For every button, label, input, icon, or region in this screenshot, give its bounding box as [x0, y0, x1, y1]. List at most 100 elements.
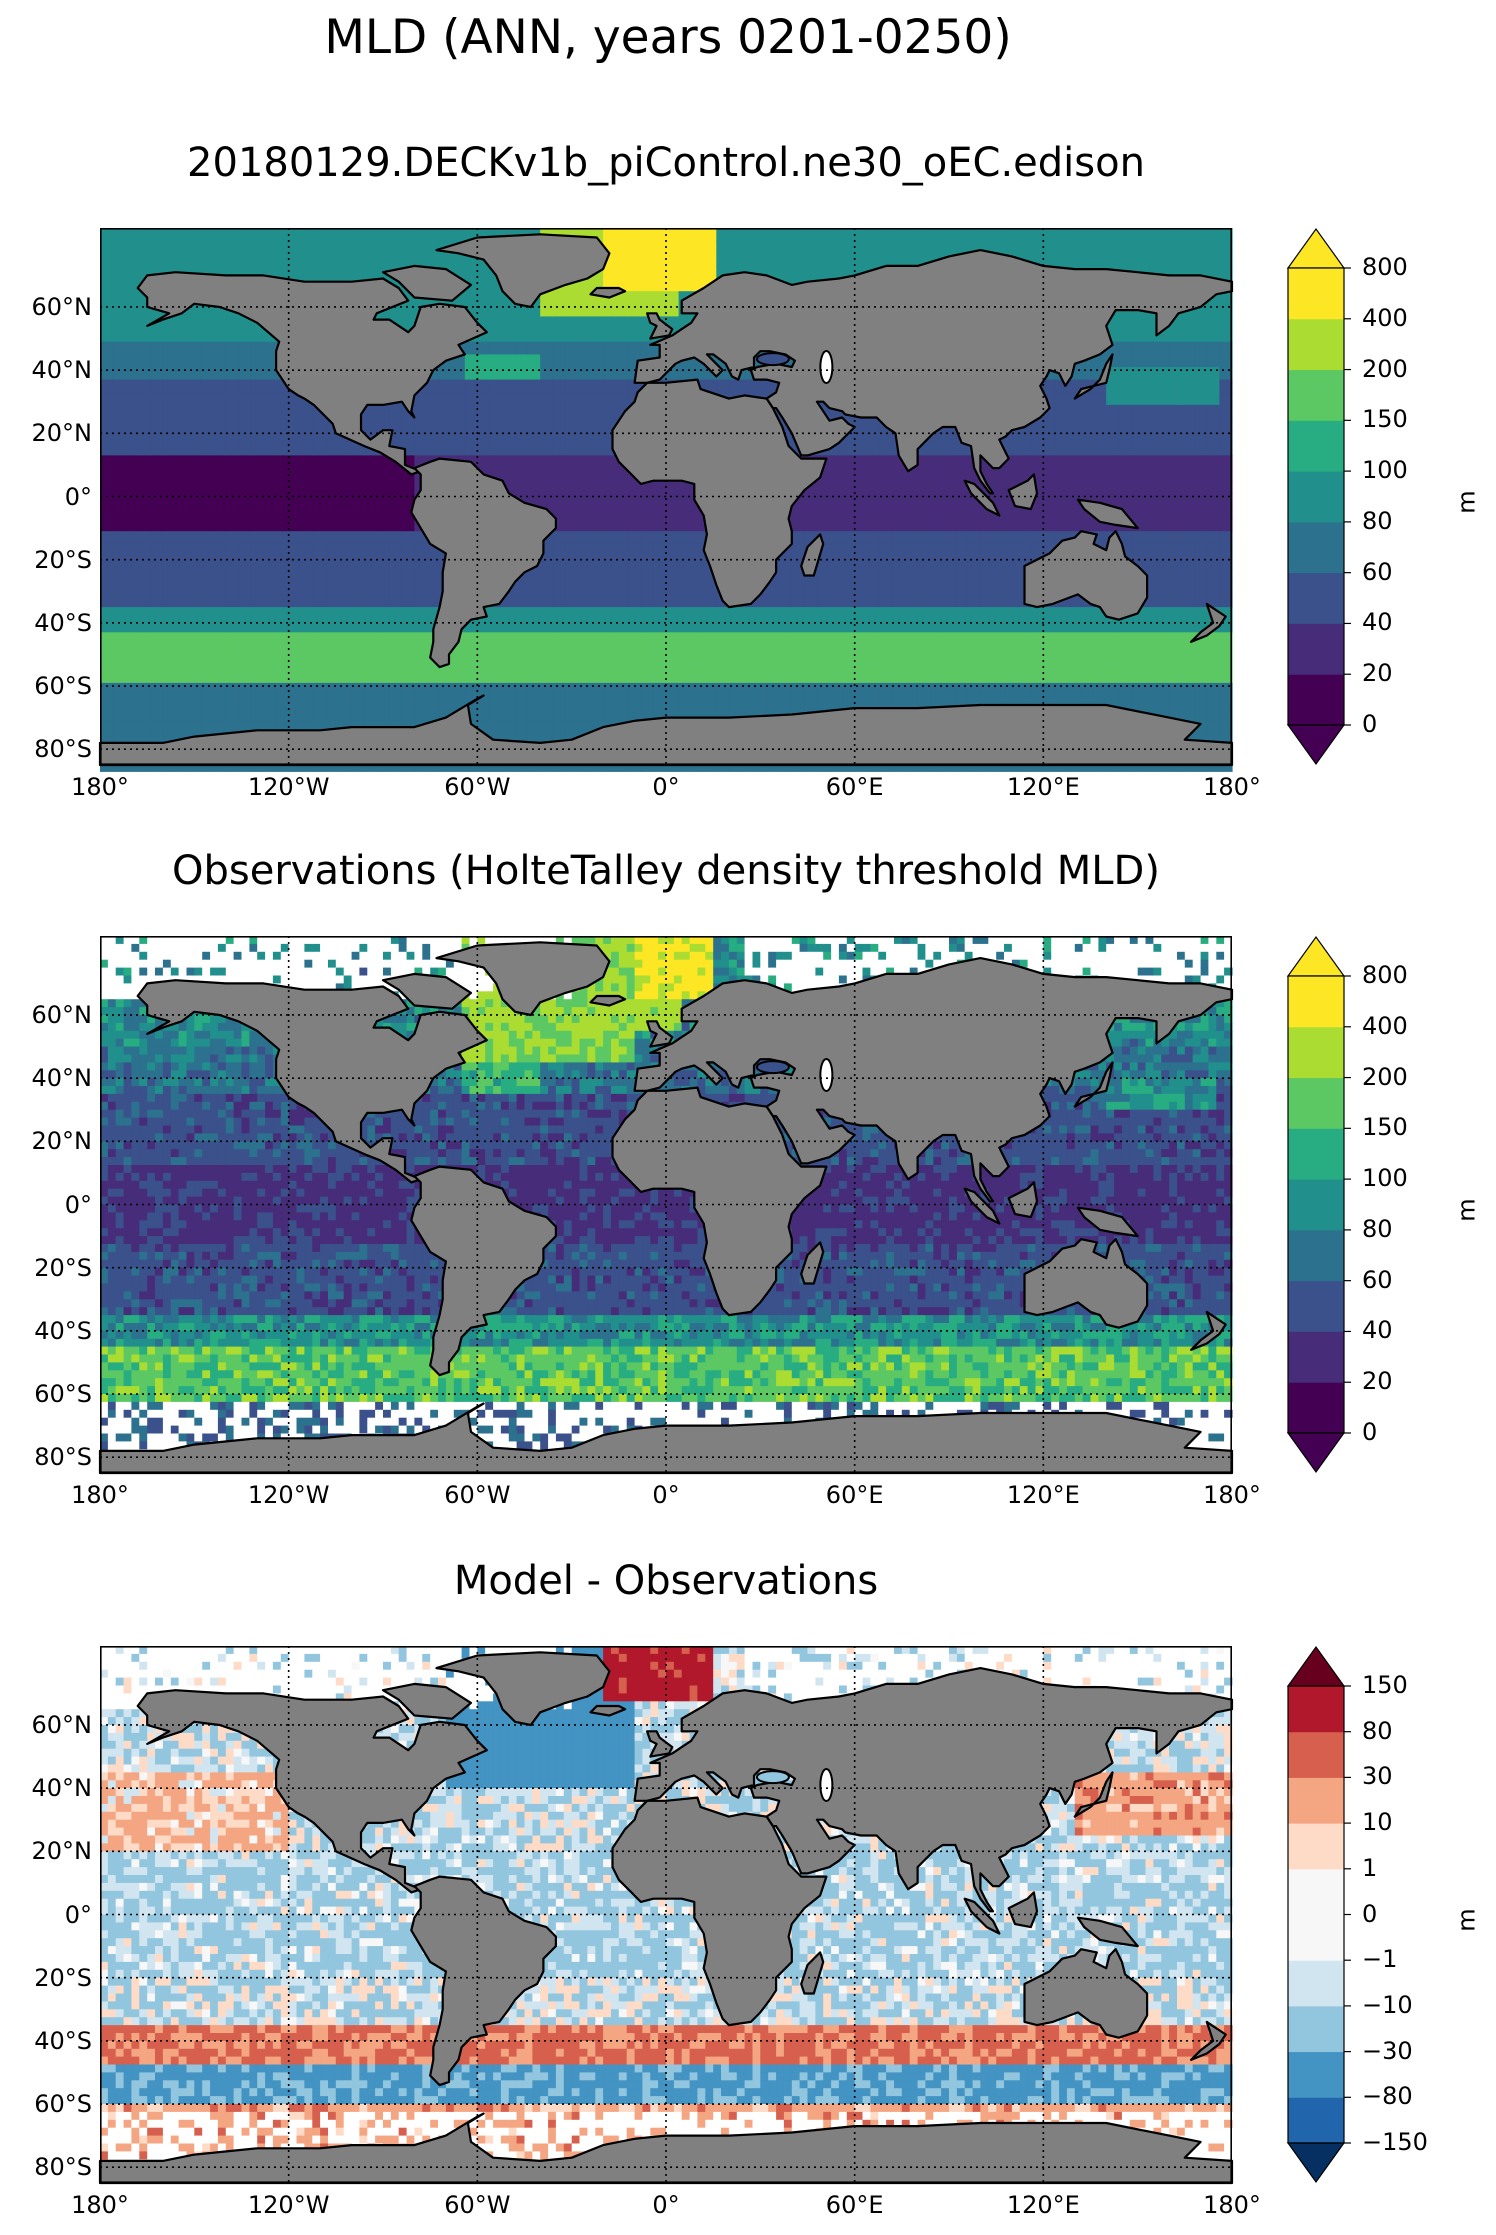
field-cell — [162, 1228, 172, 1237]
field-cell — [942, 506, 956, 520]
field-cell — [115, 1409, 125, 1419]
field-cell — [1144, 695, 1158, 709]
field-cell — [326, 228, 340, 242]
field-cell — [147, 1291, 156, 1300]
field-cell — [578, 569, 592, 583]
field-cell — [238, 594, 252, 608]
field-cell — [186, 1315, 195, 1324]
field-cell — [854, 493, 868, 507]
field-cell — [615, 367, 629, 381]
field-cell — [477, 632, 491, 646]
field-cell — [414, 543, 428, 558]
field-cell — [590, 543, 604, 558]
field-cell — [842, 619, 856, 633]
field-cell — [829, 265, 843, 280]
field-cell — [603, 329, 617, 343]
field-cell — [313, 455, 327, 469]
field-cell — [137, 493, 151, 507]
field-cell — [540, 581, 554, 595]
field-cell — [217, 1141, 227, 1150]
field-cell — [263, 404, 277, 419]
field-cell — [942, 594, 956, 608]
field-cell — [162, 1046, 172, 1056]
field-cell — [1169, 442, 1183, 456]
field-cell — [754, 632, 768, 646]
field-cell — [210, 1394, 219, 1403]
field-cell — [816, 493, 831, 507]
field-cell — [565, 291, 579, 305]
field-cell — [615, 518, 629, 532]
field-cell — [540, 303, 554, 317]
field-cell — [188, 556, 202, 570]
field-cell — [210, 1093, 219, 1103]
field-cell — [107, 1172, 117, 1182]
field-cell — [250, 682, 265, 697]
field-cell — [1093, 619, 1107, 633]
field-cell — [1194, 506, 1208, 520]
field-cell — [162, 1386, 172, 1395]
field-cell — [376, 493, 390, 507]
field-cell — [691, 632, 705, 646]
field-cell — [200, 531, 214, 545]
field-cell — [162, 645, 177, 659]
field-cell — [552, 430, 566, 444]
field-cell — [1055, 417, 1070, 431]
field-cell — [578, 493, 592, 507]
field-cell — [1068, 240, 1082, 254]
field-cell — [666, 581, 680, 595]
field-cell — [210, 1401, 219, 1411]
land-australia — [1023, 530, 1149, 621]
field-cell — [210, 943, 219, 953]
field-cell — [930, 657, 944, 671]
field-cell — [147, 1409, 156, 1419]
field-cell — [980, 619, 994, 633]
field-cell — [150, 253, 164, 267]
field-cell — [123, 1117, 133, 1127]
field-cell — [115, 1315, 125, 1324]
field-cell — [137, 367, 151, 381]
field-cell — [917, 670, 931, 684]
field-cell — [779, 265, 793, 280]
field-cell — [502, 354, 516, 368]
field-cell — [194, 1417, 203, 1427]
field-cell — [147, 1078, 156, 1087]
field-cell — [107, 975, 117, 984]
field-cell — [202, 1204, 211, 1213]
field-cell — [139, 1425, 148, 1435]
field-cell — [1005, 228, 1019, 242]
field-cell — [1018, 468, 1032, 482]
field-cell — [131, 1299, 140, 1308]
field-cell — [691, 531, 705, 545]
field-cell — [178, 1228, 188, 1237]
field-cell — [225, 430, 239, 444]
field-cell — [170, 1062, 180, 1071]
field-cell — [930, 619, 944, 633]
field-cell — [250, 480, 265, 494]
field-cell — [238, 430, 252, 444]
field-cell — [263, 581, 277, 595]
field-cell — [210, 1244, 219, 1253]
field-cell — [703, 645, 717, 659]
field-cell — [194, 1188, 203, 1198]
field-cell — [186, 1370, 195, 1379]
field-cell — [100, 1149, 109, 1158]
field-cell — [112, 240, 126, 254]
field-cell — [816, 594, 831, 608]
field-cell — [427, 442, 441, 456]
field-cell — [210, 1338, 219, 1348]
field-cell — [1156, 518, 1170, 532]
field-cell — [200, 695, 214, 709]
field-cell — [502, 455, 516, 469]
field-cell — [628, 291, 642, 305]
field-cell — [263, 493, 277, 507]
field-cell — [515, 417, 529, 431]
field-cell — [879, 682, 893, 697]
field-cell — [666, 682, 680, 697]
field-cell — [115, 1244, 125, 1253]
field-cell — [854, 455, 868, 469]
field-cell — [139, 1007, 148, 1016]
field-cell — [942, 670, 956, 684]
field-cell — [1194, 531, 1208, 545]
field-cell — [993, 682, 1007, 697]
field-cell — [1181, 581, 1195, 595]
